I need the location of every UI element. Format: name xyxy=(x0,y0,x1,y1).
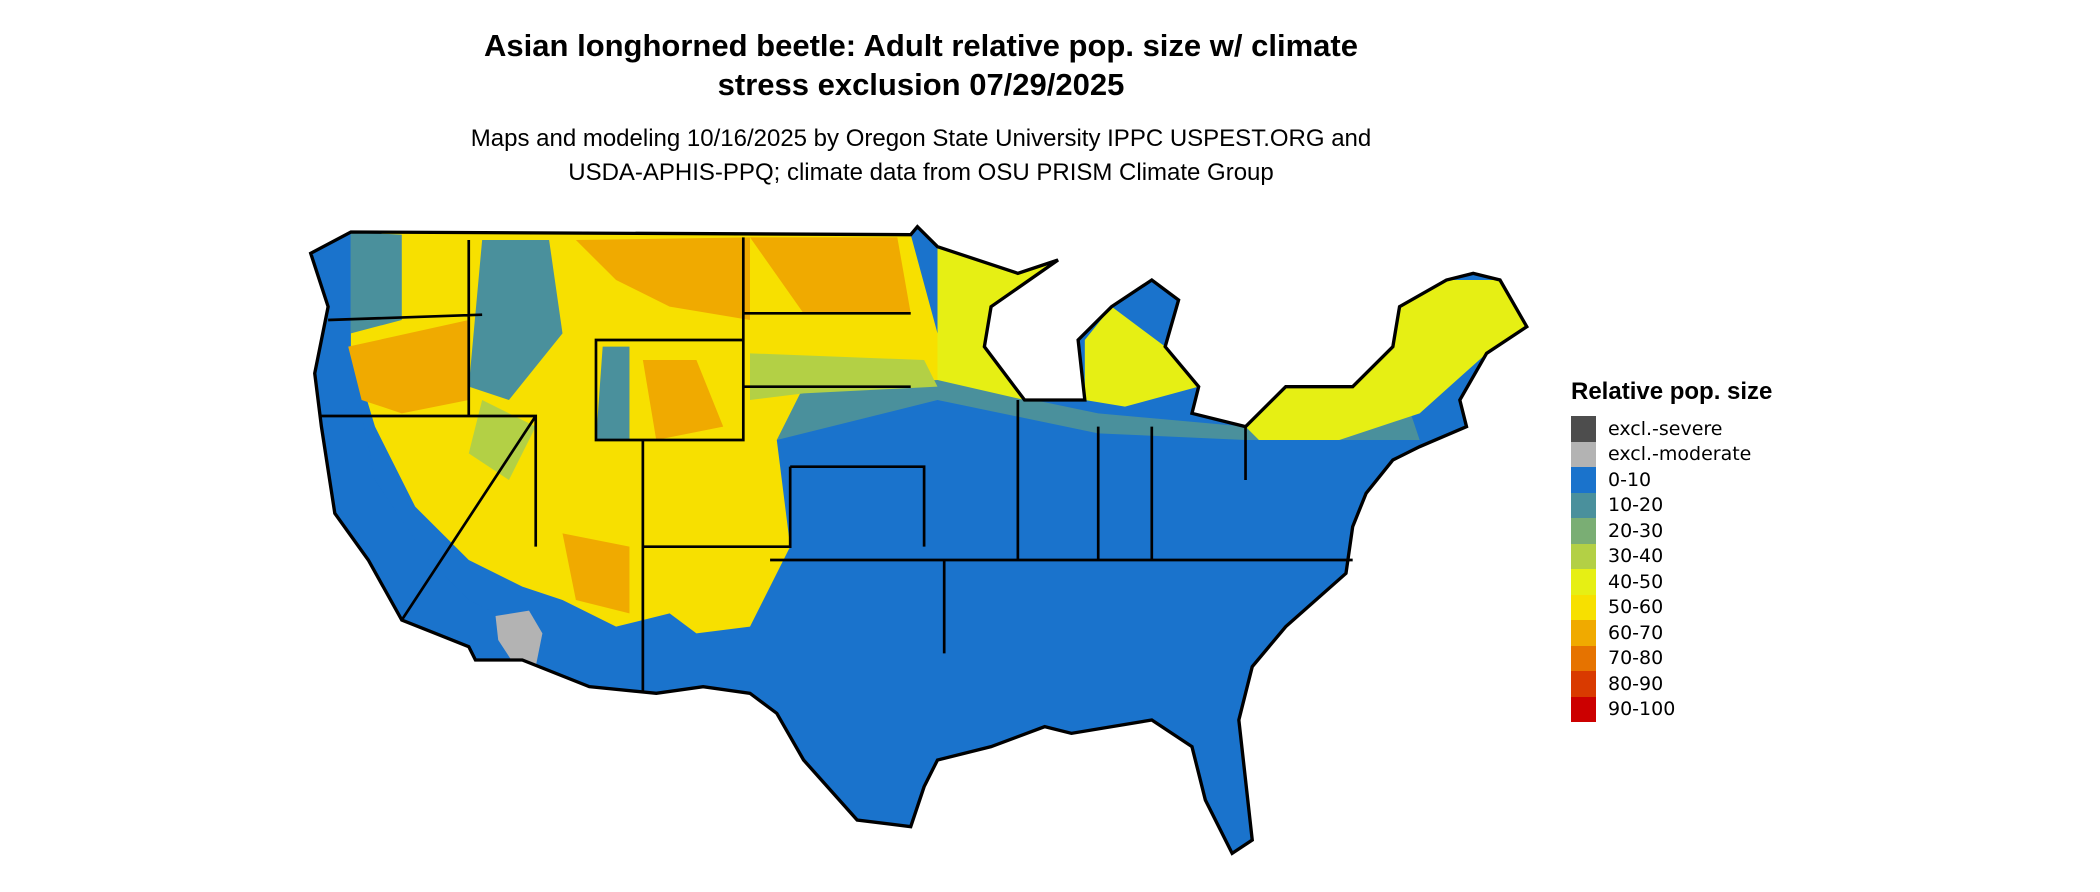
state-borders xyxy=(321,237,1353,694)
legend-swatch xyxy=(1571,569,1596,595)
legend-swatch xyxy=(1571,492,1596,518)
legend-swatch xyxy=(1571,594,1596,620)
region-mid-blue xyxy=(350,232,630,440)
legend-label: 0-10 xyxy=(1608,468,1652,491)
region-orange xyxy=(348,237,911,614)
legend-item: 20-30 xyxy=(1571,518,1772,544)
legend-label: 70-80 xyxy=(1608,647,1664,670)
legend-item: 10-20 xyxy=(1571,492,1772,518)
legend: Relative pop. size excl.-severe excl.-mod… xyxy=(1571,378,1772,722)
legend-item: excl.-moderate xyxy=(1571,441,1772,467)
legend-label: 60-70 xyxy=(1608,621,1664,644)
legend-item: 50-60 xyxy=(1571,594,1772,620)
region-green xyxy=(468,353,938,480)
legend-item: 40-50 xyxy=(1571,569,1772,595)
legend-swatch xyxy=(1571,441,1596,467)
legend-swatch xyxy=(1571,543,1596,569)
legend-swatch xyxy=(1571,467,1596,493)
legend-item: 0-10 xyxy=(1571,467,1772,493)
legend-item: 90-100 xyxy=(1571,696,1772,722)
legend-label: 90-100 xyxy=(1608,698,1676,721)
legend-item: 60-70 xyxy=(1571,620,1772,646)
legend-item: 30-40 xyxy=(1571,543,1772,569)
map-title: Asian longhorned beetle: Adult relative … xyxy=(0,26,1842,104)
legend-label: excl.-moderate xyxy=(1608,443,1752,466)
legend-title: Relative pop. size xyxy=(1571,378,1773,405)
legend-swatch xyxy=(1571,620,1596,646)
legend-label: 10-20 xyxy=(1608,494,1664,517)
legend-label: 20-30 xyxy=(1608,519,1664,542)
legend-item: 80-90 xyxy=(1571,671,1772,697)
subtitle-line-1: Maps and modeling 10/16/2025 by Oregon S… xyxy=(470,125,1372,152)
region-excl-moderate xyxy=(495,610,543,667)
region-coast-blue xyxy=(310,400,523,660)
legend-item: 70-80 xyxy=(1571,645,1772,671)
legend-label: 40-50 xyxy=(1608,570,1664,593)
legend-item: excl.-severe xyxy=(1571,416,1772,442)
legend-label: excl.-severe xyxy=(1608,417,1723,440)
title-line-2: stress exclusion 07/29/2025 xyxy=(717,67,1125,102)
legend-label: 30-40 xyxy=(1608,545,1664,568)
map-subtitle: Maps and modeling 10/16/2025 by Oregon S… xyxy=(0,122,1842,190)
subtitle-line-2: USDA-APHIS-PPQ; climate data from OSU PR… xyxy=(568,159,1274,186)
legend-swatch xyxy=(1571,518,1596,544)
legend-label: 80-90 xyxy=(1608,672,1664,695)
title-line-1: Asian longhorned beetle: Adult relative … xyxy=(484,28,1358,63)
legend-swatch xyxy=(1571,416,1596,442)
legend-swatch xyxy=(1571,645,1596,671)
legend-swatch xyxy=(1571,671,1596,697)
region-10-20 xyxy=(750,373,1420,440)
legend-label: 50-60 xyxy=(1608,596,1664,619)
legend-swatch xyxy=(1571,696,1596,722)
